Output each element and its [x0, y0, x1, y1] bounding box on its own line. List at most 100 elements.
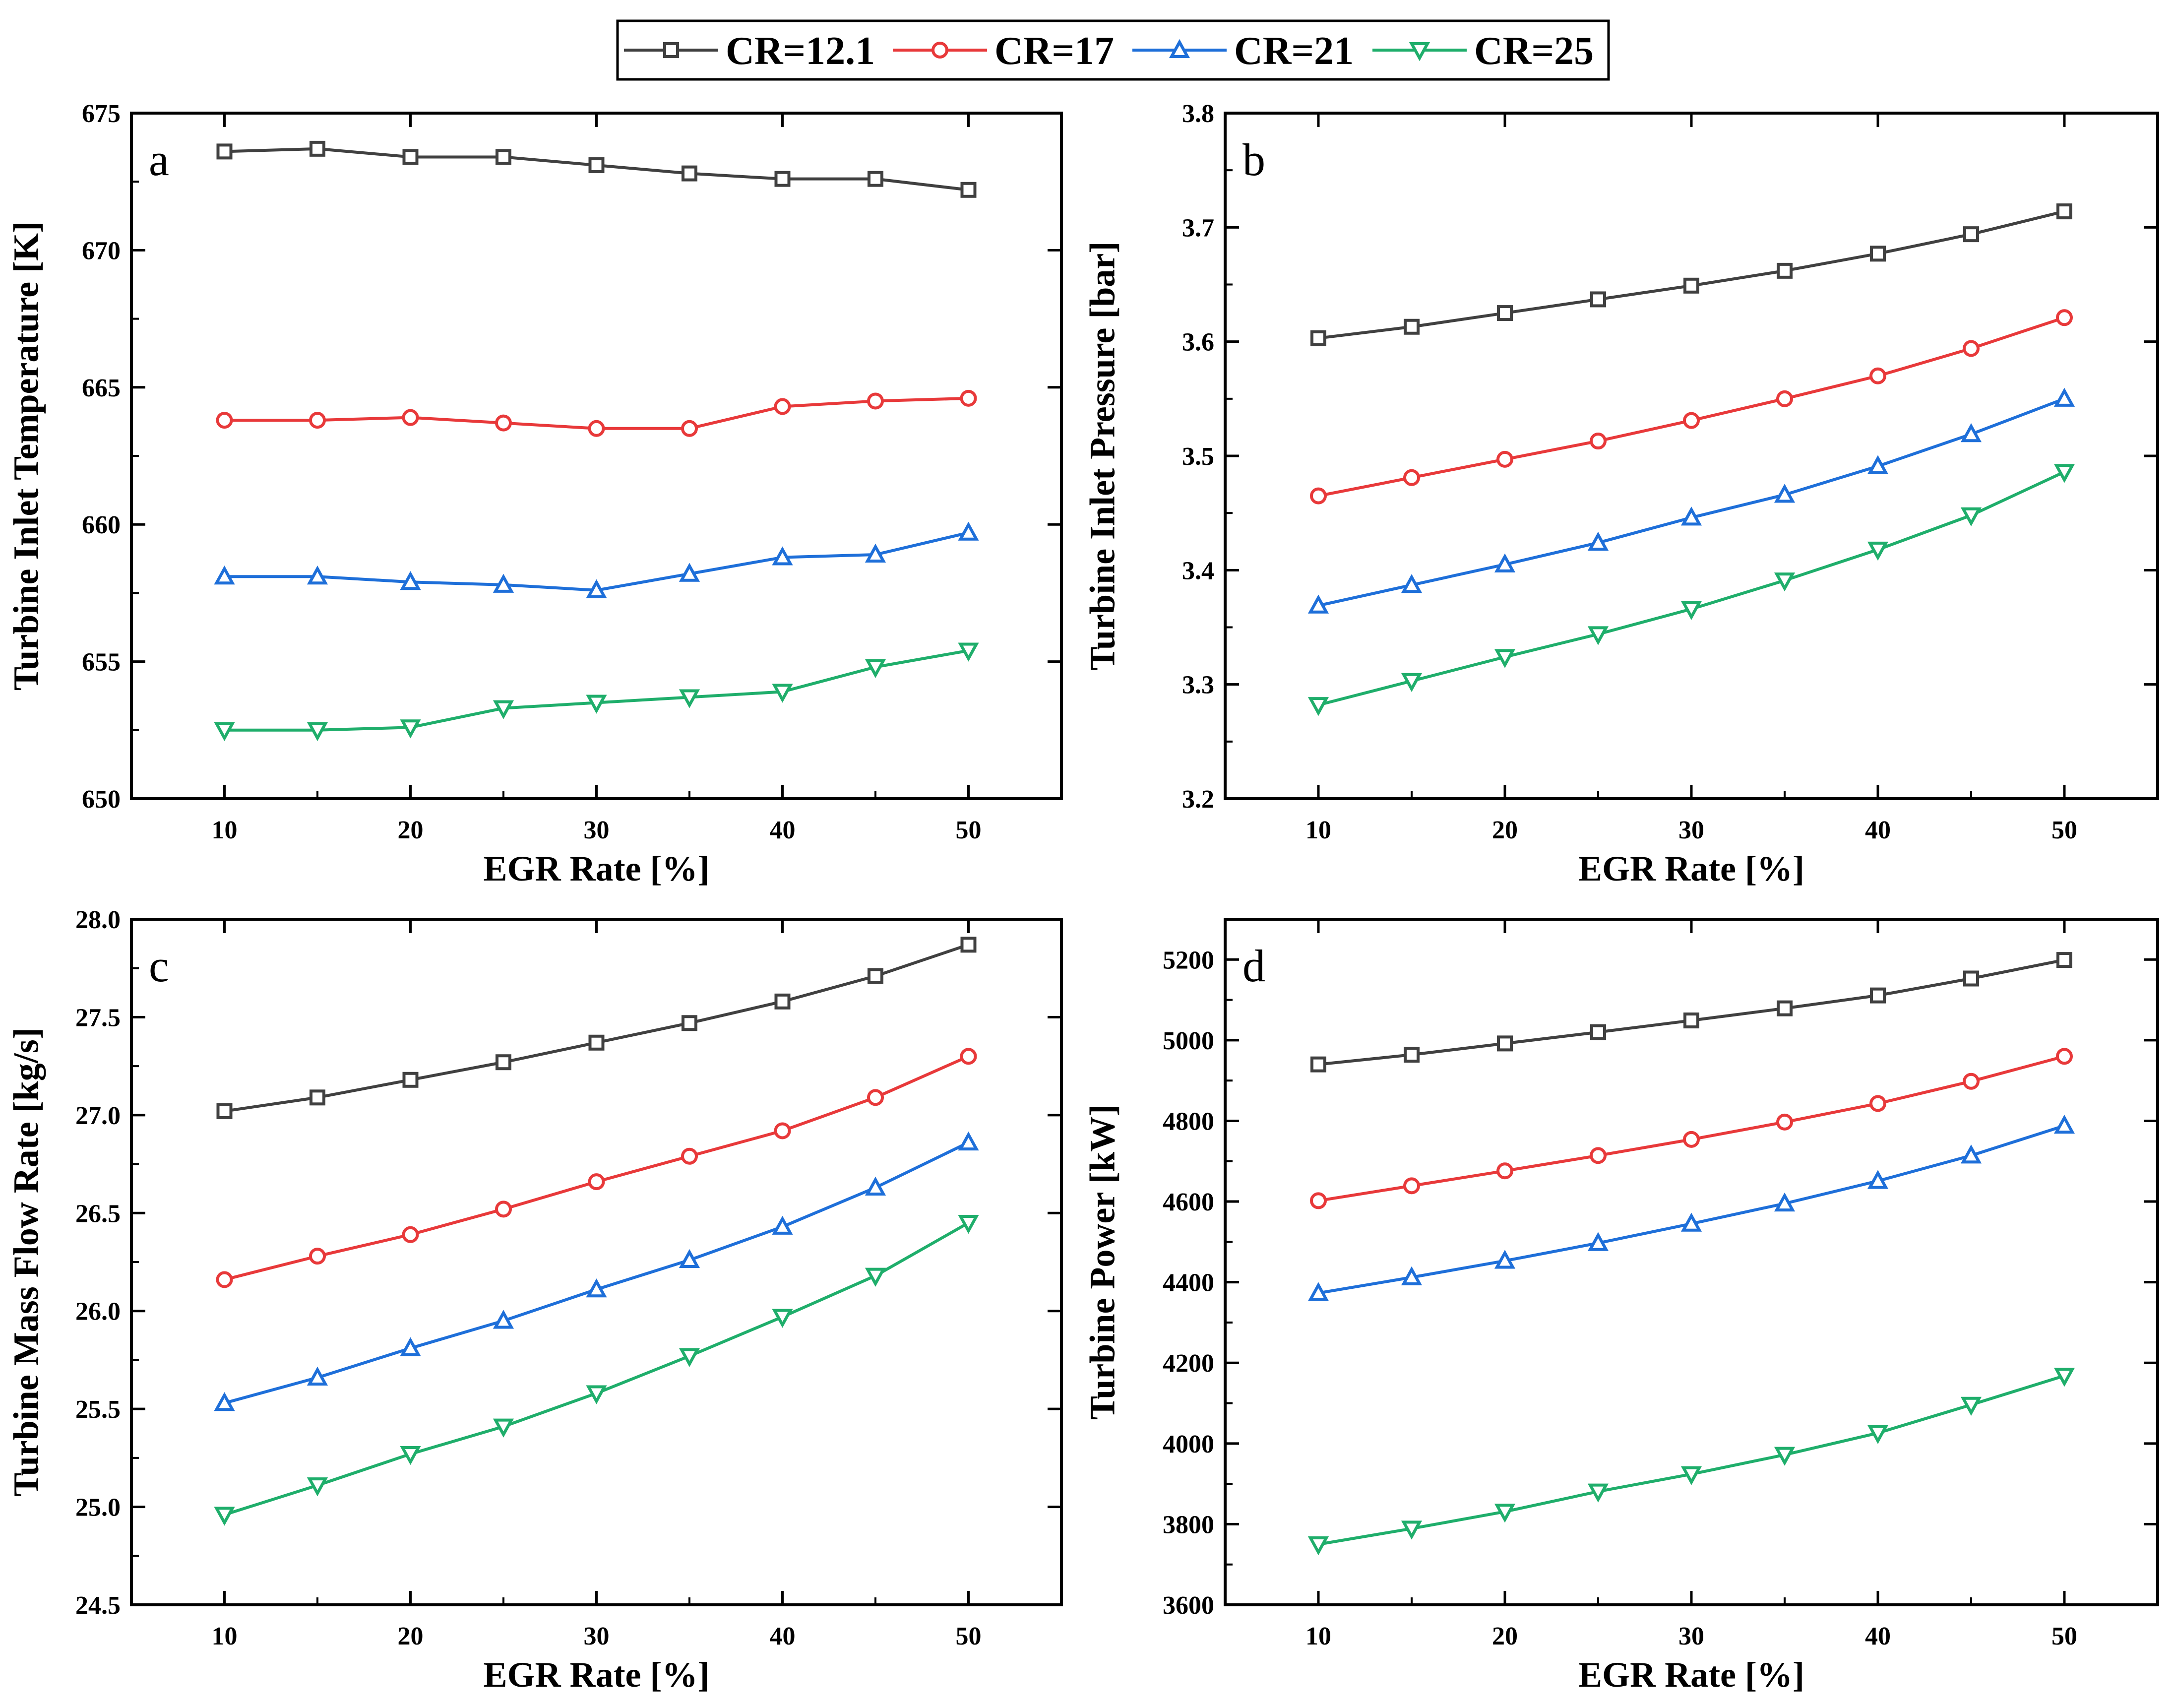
data-point [1867, 1170, 1889, 1189]
data-point [1590, 1147, 1607, 1164]
data-point [865, 659, 886, 678]
data-point [1774, 484, 1796, 503]
data-point [495, 1201, 512, 1218]
data-point [402, 149, 419, 165]
data-point [496, 1054, 511, 1071]
data-point [309, 1248, 326, 1265]
data-point [307, 1477, 328, 1497]
x-tick-label: 50 [956, 1622, 982, 1650]
data-point [1777, 262, 1793, 279]
x-tick-label: 10 [1305, 816, 1331, 844]
series-CR=12.1 [1310, 203, 2072, 346]
series-CR=12.1 [216, 140, 977, 198]
data-point [772, 1215, 793, 1235]
data-point [865, 543, 886, 563]
series-CR=25 [214, 642, 979, 742]
x-tick-label: 20 [398, 816, 424, 844]
data-point [2053, 387, 2075, 407]
series-CR=17 [1310, 1048, 2073, 1209]
series-CR=17 [216, 389, 977, 437]
series-line [1318, 397, 2065, 607]
data-point [1963, 970, 1979, 987]
legend-label: CR=17 [994, 29, 1114, 73]
data-point [772, 546, 793, 566]
data-point [679, 1348, 700, 1367]
legend-label: CR=25 [1474, 29, 1594, 73]
data-point [1870, 246, 1886, 262]
data-point [307, 722, 328, 742]
data-point [1869, 1095, 1886, 1112]
data-point [402, 1072, 419, 1088]
y-tick-label: 670 [82, 237, 121, 265]
y-tick-label: 5000 [1163, 1027, 1214, 1055]
y-tick-label: 3.2 [1182, 785, 1214, 814]
series-line [1318, 210, 2065, 340]
y-tick-label: 3.5 [1182, 443, 1214, 471]
y-tick-label: 5200 [1163, 946, 1214, 974]
data-point [586, 695, 607, 714]
data-point [772, 684, 793, 703]
data-point [868, 968, 883, 984]
data-point [214, 566, 235, 585]
data-point [1680, 1466, 1702, 1485]
data-point [1683, 1012, 1699, 1029]
data-point [1867, 1425, 1889, 1444]
y-tick-label: 4600 [1163, 1188, 1214, 1216]
data-point [1587, 1232, 1609, 1251]
x-tick-label: 20 [1492, 1622, 1518, 1650]
data-point [214, 722, 235, 742]
data-point [1310, 1056, 1326, 1073]
y-tick-label: 25.5 [75, 1395, 121, 1424]
data-point [1404, 1047, 1420, 1063]
y-axis-title: Turbine Power [kW] [1083, 1104, 1122, 1420]
data-point [774, 171, 791, 187]
y-tick-label: 3.8 [1182, 100, 1214, 128]
x-tick-label: 40 [1865, 816, 1891, 844]
series-CR=25 [1307, 1368, 2075, 1556]
data-point [1587, 531, 1609, 551]
data-point [1960, 1144, 1982, 1164]
data-point [586, 1385, 607, 1404]
data-point [1307, 697, 1329, 716]
data-point [1777, 1000, 1793, 1016]
data-point [1401, 673, 1423, 692]
x-axis-title: EGR Rate [%] [484, 849, 710, 888]
panel-b: 10 20 30 40 50 3.2 3.3 3.4 3.5 3.6 3.7 3.8 EGR Rate … [1083, 100, 2159, 888]
data-point [1680, 506, 1702, 526]
y-tick-label: 3.6 [1182, 328, 1214, 357]
data-point [400, 1337, 421, 1356]
data-point [1590, 433, 1607, 450]
data-point [588, 1034, 605, 1051]
data-point [1774, 572, 1796, 592]
y-tick-label: 26.5 [75, 1200, 121, 1228]
legend: CR=12.1 CR=17 CR=21 CR=25 [616, 19, 1610, 81]
data-point [1680, 1212, 1702, 1232]
data-point [1683, 277, 1699, 294]
y-axis-title: Turbine Inlet Pressure [bar] [1083, 242, 1122, 671]
x-tick-label: 30 [1678, 1622, 1704, 1650]
y-tick-label: 660 [82, 511, 121, 539]
legend-marker [663, 42, 679, 58]
series-line [224, 649, 969, 732]
data-point [493, 573, 514, 593]
y-tick-label: 665 [82, 374, 121, 402]
data-point [774, 398, 791, 415]
series-line [1318, 958, 2065, 1066]
panel-letter: c [149, 941, 169, 991]
data-point [216, 143, 233, 160]
data-point [588, 1173, 605, 1191]
data-point [588, 157, 605, 174]
data-point [1307, 1282, 1329, 1301]
data-point [1774, 1447, 1796, 1466]
data-point [1310, 1192, 1327, 1209]
series-line [224, 1221, 969, 1517]
data-point [310, 140, 325, 157]
data-point [402, 1226, 419, 1243]
data-point [958, 1215, 979, 1234]
series-CR=21 [214, 521, 979, 598]
y-tick-label: 26.0 [75, 1298, 121, 1326]
data-point [214, 1507, 235, 1526]
data-point [307, 1366, 328, 1386]
series-CR=12.1 [1310, 952, 2072, 1073]
x-tick-label: 50 [2051, 816, 2077, 844]
